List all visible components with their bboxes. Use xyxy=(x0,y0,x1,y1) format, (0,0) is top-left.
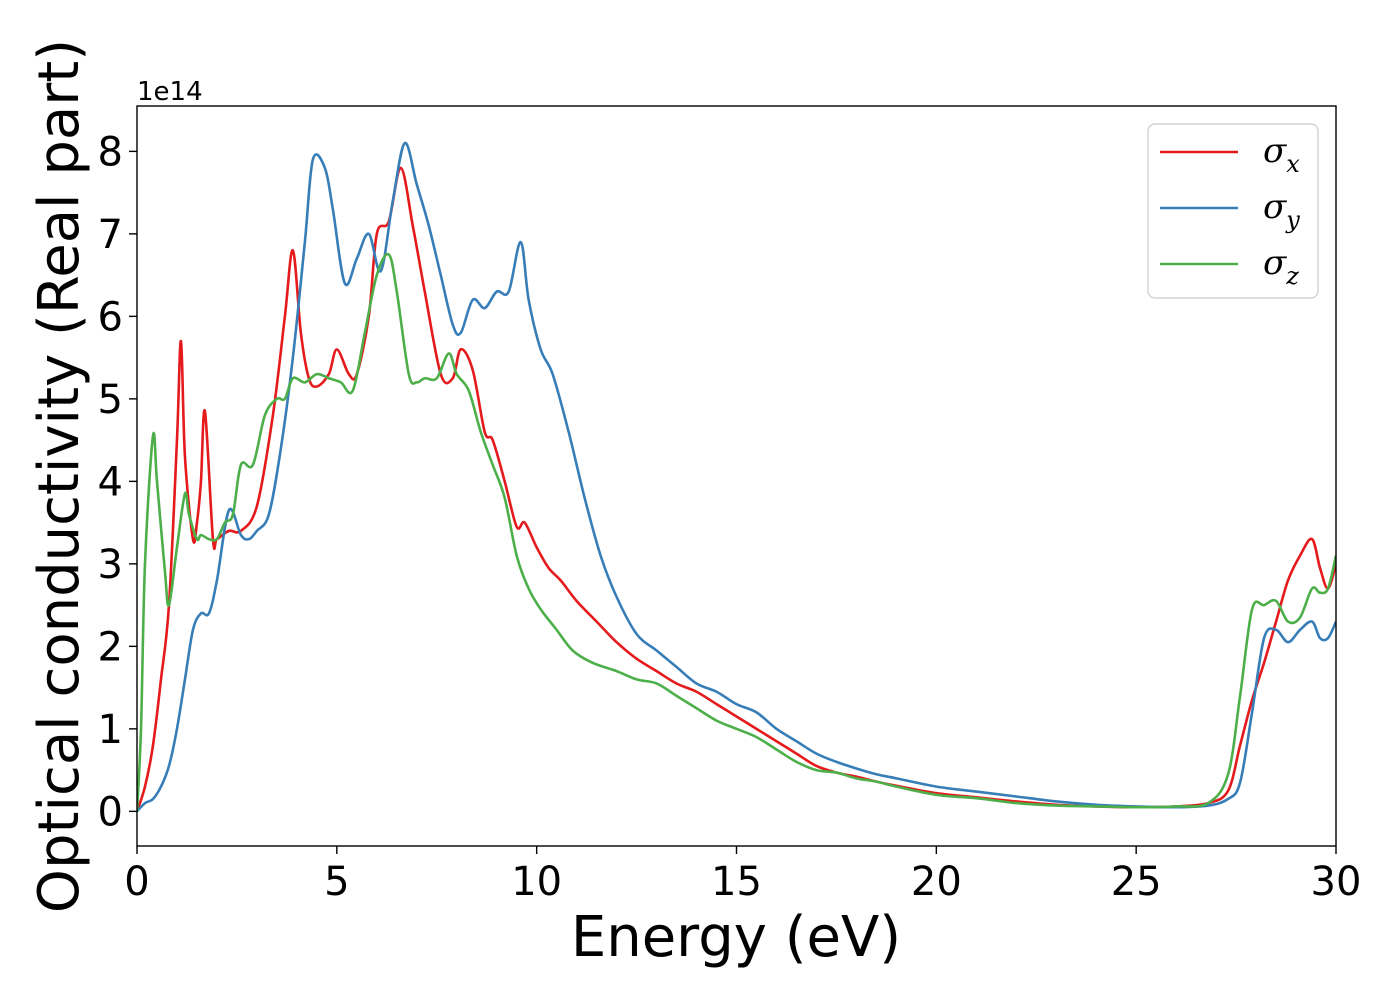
x-axis: 0 5 10 15 20 25 30 xyxy=(124,846,1361,905)
x-axis-title: Energy (eV) xyxy=(571,905,901,970)
y-tick-label: 8 xyxy=(98,129,123,175)
x-tick-label: 10 xyxy=(511,859,562,905)
y-axis: 0 1 2 3 4 5 6 7 8 xyxy=(98,129,137,835)
x-tick-label: 15 xyxy=(711,859,762,905)
y-tick-label: 0 xyxy=(98,789,123,835)
y-tick-label: 7 xyxy=(98,212,123,258)
y-tick-label: 5 xyxy=(98,377,123,423)
x-tick-label: 5 xyxy=(324,859,349,905)
y-tick-label: 4 xyxy=(98,459,123,505)
legend-box xyxy=(1147,123,1319,299)
y-tick-label: 2 xyxy=(98,624,123,670)
x-tick-label: 30 xyxy=(1311,859,1362,905)
y-tick-label: 3 xyxy=(98,542,123,588)
series-line-z xyxy=(137,252,1336,812)
y-tick-label: 6 xyxy=(98,294,123,340)
x-tick-label: 0 xyxy=(124,859,149,905)
y-offset-label: 1e14 xyxy=(137,77,203,107)
x-tick-label: 20 xyxy=(911,859,962,905)
x-tick-label: 25 xyxy=(1111,859,1162,905)
y-axis-title: Optical conductivity (Real part) xyxy=(27,39,92,913)
series-layer xyxy=(137,141,1336,813)
y-tick-label: 1 xyxy=(98,707,123,753)
